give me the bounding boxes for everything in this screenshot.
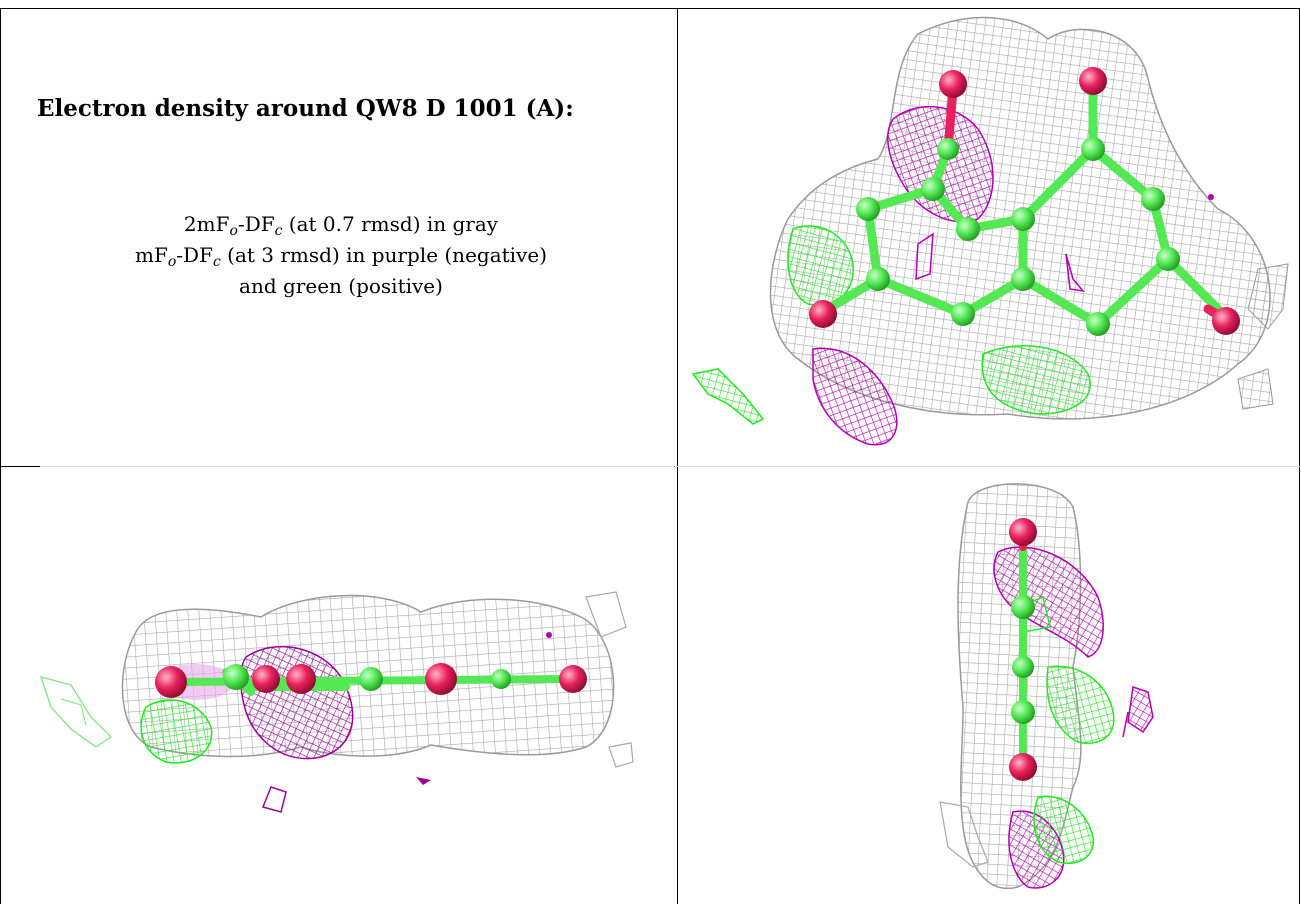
ligand-density-view-side-icon — [939, 483, 1154, 890]
border-row-soft — [40, 466, 1300, 467]
legend-line-colors: and green (positive) — [239, 274, 443, 298]
border-left — [0, 8, 1, 904]
legend-line-2fofc: 2mFo-DFc (at 0.7 rmsd) in gray — [183, 212, 499, 239]
caption-cell: Electron density around QW8 D 1001 (A): … — [1, 9, 677, 466]
border-top — [0, 8, 1300, 9]
ligand-density-view-edge-icon — [39, 591, 634, 813]
view-side-cell — [678, 467, 1299, 904]
legend-line-fofc: mFo-DFc (at 3 rmsd) in purple (negative) — [135, 243, 547, 270]
border-row-left — [0, 466, 40, 467]
figure-title: Electron density around QW8 D 1001 (A): — [37, 95, 574, 122]
view-edge-cell — [1, 467, 677, 904]
map-legend: 2mFo-DFc (at 0.7 rmsd) in gray mFo-DFc (… — [1, 209, 677, 302]
border-right — [1299, 8, 1300, 904]
border-middle — [677, 8, 678, 904]
view-front-cell — [678, 9, 1299, 466]
ligand-density-view-front-icon — [691, 16, 1289, 446]
